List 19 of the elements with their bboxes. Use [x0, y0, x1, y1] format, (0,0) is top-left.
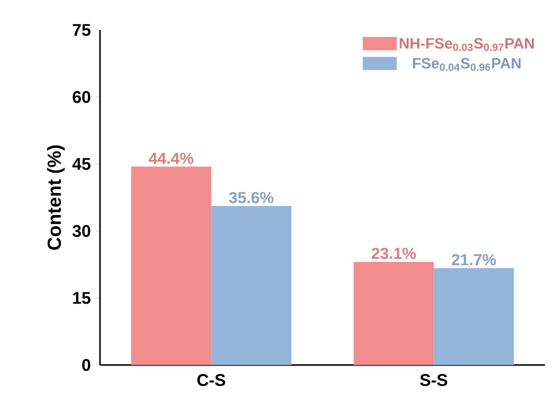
bar — [211, 206, 292, 365]
data-label: 23.1% — [372, 248, 416, 260]
y-tick-label: 60 — [72, 91, 90, 104]
x-tick-label: C-S — [197, 374, 226, 386]
y-tick-label: 0 — [82, 359, 90, 371]
legend-label: FSe$_{0.04}$S$_{0.96}$PAN — [413, 58, 521, 71]
legend-label: NH-FSe$_{0.03}$S$_{0.97}$PAN — [400, 38, 534, 52]
y-tick-label: 75 — [72, 24, 90, 36]
y-tick-label: 15 — [73, 292, 90, 304]
x-tick-label: S-S — [420, 374, 448, 386]
bar — [434, 268, 514, 365]
y-tick-label: 45 — [72, 158, 90, 170]
bar — [354, 262, 434, 365]
bar — [131, 166, 212, 365]
y-axis-title: Content (%) — [47, 145, 65, 250]
data-label: 44.4% — [148, 152, 194, 164]
data-label: 35.6% — [229, 192, 274, 204]
data-label: 21.7% — [452, 254, 496, 266]
y-tick-label: 30 — [72, 224, 90, 238]
